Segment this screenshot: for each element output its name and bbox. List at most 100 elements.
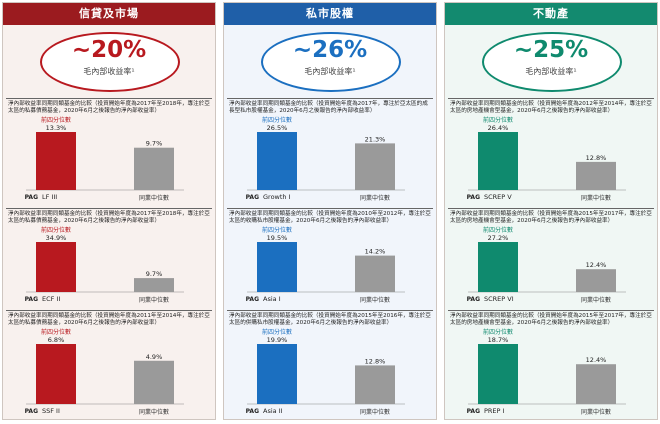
- panel-divider: [227, 208, 433, 209]
- peer-median-bar: [576, 364, 616, 404]
- panel-description: 淨內部收益率同期同類基金的比較（投資開始年度為2017年至2018年，專注於亞太…: [8, 211, 210, 225]
- top-quartile-label: 前四分位數: [262, 328, 292, 336]
- peer-value-label: 9.7%: [146, 270, 163, 278]
- bar-chart: 34.9%前四分位數 9.7% PAG ECF II 同業中位數: [25, 226, 184, 304]
- fund-name-label: SCREP V: [484, 193, 512, 201]
- peer-median-label: 同業中位數: [139, 296, 169, 304]
- fund-panel: 淨內部收益率同期同類基金的比較（投資開始年度為2017年至2018年，專注於亞太…: [6, 208, 212, 308]
- fund-panel: 淨內部收益率同期同類基金的比較（投資開始年度為2015年至2017年，專注於亞太…: [448, 208, 654, 308]
- column-real-estate: 不動產 ~25% 毛內部收益率¹ 淨內部收益率同期同類基金的比較（投資開始年度為…: [444, 2, 658, 420]
- panel-description: 淨內部收益率同期同類基金的比較（投資開始年度為2015年至2016年，專注於亞太…: [229, 313, 431, 327]
- hero-gross-irr: ~25% 毛內部收益率¹: [445, 25, 657, 95]
- fund-value-label: 19.9%: [267, 336, 288, 344]
- column-header: 私市股權: [224, 3, 436, 25]
- panel-divider: [227, 310, 433, 311]
- top-quartile-label: 前四分位數: [41, 116, 71, 124]
- bar-chart: 13.3%前四分位數 9.7% PAG LF III 同業中位數: [25, 116, 184, 202]
- fund-name-label: Growth I: [263, 193, 291, 201]
- peer-median-label: 同業中位數: [581, 296, 611, 304]
- panel-description: 淨內部收益率同期同類基金的比較（投資開始年度為2012年至2014年，專注於亞太…: [450, 101, 652, 115]
- panel-description: 淨內部收益率同期同類基金的比較（投資開始年度為2011年至2014年，專注於亞太…: [8, 313, 210, 327]
- peer-median-label: 同業中位數: [581, 408, 611, 416]
- peer-median-bar: [355, 365, 395, 404]
- bar-chart: 26.4%前四分位數 12.8% PAG SCREP V 同業中位數: [467, 116, 626, 202]
- top-quartile-label: 前四分位數: [262, 116, 292, 124]
- panel-divider: [227, 98, 433, 99]
- peer-value-label: 14.2%: [365, 248, 386, 256]
- hero-ellipse: [261, 32, 401, 92]
- hero-percentage: ~25%: [513, 37, 589, 63]
- peer-median-bar: [355, 143, 395, 190]
- hero-label: 毛內部收益率¹: [525, 67, 577, 76]
- panel-divider: [448, 208, 654, 209]
- fund-panel: 淨內部收益率同期同類基金的比較（投資開始年度為2012年至2014年，專注於亞太…: [448, 98, 654, 206]
- fund-name-label: PREP I: [484, 407, 505, 415]
- fund-bar: [478, 242, 518, 292]
- peer-median-bar: [576, 269, 616, 292]
- peer-median-label: 同業中位數: [139, 408, 169, 416]
- panel-divider: [6, 208, 212, 209]
- hero-ellipse: [40, 32, 180, 92]
- bar-chart: 27.2%前四分位數 12.4% PAG SCREP VI 同業中位數: [467, 226, 626, 304]
- bar-chart: 6.8%前四分位數 4.9% PAG SSF II 同業中位數: [25, 328, 184, 416]
- bar-chart: 19.5%前四分位數 14.2% PAG Asia I 同業中位數: [246, 226, 405, 304]
- panel-description: 淨內部收益率同期同類基金的比較（投資開始年度為2015年至2017年，專注於亞太…: [450, 211, 652, 225]
- column-header: 不動產: [445, 3, 657, 25]
- fund-name-label: Asia II: [263, 407, 283, 415]
- hero-label: 毛內部收益率¹: [83, 67, 135, 76]
- top-quartile-label: 前四分位數: [262, 226, 292, 234]
- peer-value-label: 21.3%: [365, 135, 386, 143]
- fund-value-label: 13.3%: [46, 124, 67, 132]
- pag-logo: PAG: [25, 408, 38, 415]
- fund-value-label: 6.8%: [48, 336, 65, 344]
- panel-divider: [6, 98, 212, 99]
- fund-value-label: 34.9%: [46, 234, 67, 242]
- fund-panel: 淨內部收益率同期同類基金的比較（投資開始年度為2017年至2018年，專注於亞太…: [6, 98, 212, 206]
- fund-name-label: SSF II: [42, 407, 60, 415]
- peer-median-label: 同業中位數: [139, 194, 169, 202]
- fund-value-label: 26.5%: [267, 124, 288, 132]
- fund-value-label: 27.2%: [488, 234, 509, 242]
- peer-value-label: 12.8%: [365, 357, 386, 365]
- top-quartile-label: 前四分位數: [41, 226, 71, 234]
- fund-panel: 淨內部收益率同期同類基金的比較（投資開始年度為2011年至2014年，專注於亞太…: [6, 310, 212, 420]
- pag-logo: PAG: [246, 194, 259, 201]
- panel-description: 淨內部收益率同期同類基金的比較（投資開始年度為2010年至2012年，專注於亞太…: [229, 211, 431, 225]
- pag-logo: PAG: [246, 296, 259, 303]
- peer-value-label: 12.8%: [586, 154, 607, 162]
- fund-panel: 淨內部收益率同期同類基金的比較（投資開始年度為2015年至2017年，專注於亞太…: [448, 310, 654, 420]
- peer-median-label: 同業中位數: [360, 408, 390, 416]
- column-header: 信貸及市場: [3, 3, 215, 25]
- peer-median-bar: [355, 255, 395, 292]
- peer-median-bar: [134, 360, 174, 404]
- fund-bar: [257, 344, 297, 404]
- top-quartile-label: 前四分位數: [483, 226, 513, 234]
- fund-value-label: 26.4%: [488, 124, 509, 132]
- fund-bar: [257, 132, 297, 190]
- fund-bar: [478, 344, 518, 404]
- panel-description: 淨內部收益率同期同類基金的比較（投資開始年度為2017年至2018年，專注於亞太…: [8, 101, 210, 115]
- top-quartile-label: 前四分位數: [483, 116, 513, 124]
- hero-gross-irr: ~26% 毛內部收益率¹: [224, 25, 436, 95]
- column-credit-markets: 信貸及市場 ~20% 毛內部收益率¹ 淨內部收益率同期同類基金的比較（投資開始年…: [2, 2, 216, 420]
- fund-panel: 淨內部收益率同期同類基金的比較（投資開始年度為2010年至2012年，專注於亞太…: [227, 208, 433, 308]
- fund-name-label: ECF II: [42, 295, 60, 303]
- panel-divider: [6, 310, 212, 311]
- peer-value-label: 12.4%: [586, 261, 607, 269]
- hero-percentage: ~26%: [292, 37, 368, 63]
- column-private-equity: 私市股權 ~26% 毛內部收益率¹ 淨內部收益率同期同類基金的比較（投資開始年度…: [223, 2, 437, 420]
- fund-panel: 淨內部收益率同期同類基金的比較（投資開始年度為2015年至2016年，專注於亞太…: [227, 310, 433, 420]
- fund-bar: [36, 242, 76, 292]
- fund-bar: [36, 344, 76, 404]
- pag-logo: PAG: [467, 408, 480, 415]
- peer-median-label: 同業中位數: [360, 296, 390, 304]
- fund-name-label: Asia I: [263, 295, 281, 303]
- fund-panel: 淨內部收益率同期同類基金的比較（投資開始年度為2017年，專注於亞太區的成長型私…: [227, 98, 433, 206]
- peer-value-label: 12.4%: [586, 356, 607, 364]
- fund-name-label: LF III: [42, 193, 57, 201]
- hero-label: 毛內部收益率¹: [304, 67, 356, 76]
- peer-value-label: 4.9%: [146, 353, 163, 361]
- top-quartile-label: 前四分位數: [41, 328, 71, 336]
- panel-description: 淨內部收益率同期同類基金的比較（投資開始年度為2015年至2017年，專注於亞太…: [450, 313, 652, 327]
- fund-name-label: SCREP VI: [484, 295, 514, 303]
